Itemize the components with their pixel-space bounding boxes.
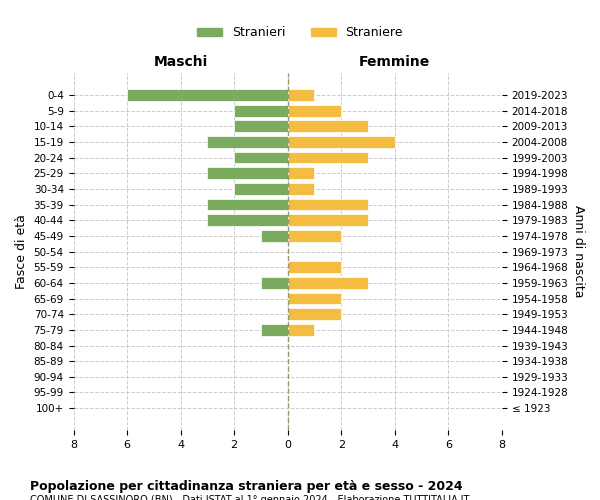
Bar (208, 136, 287, 148)
Text: Femmine: Femmine (359, 56, 430, 70)
Bar (287, 198, 368, 210)
Bar (287, 324, 314, 336)
Bar (234, 120, 287, 132)
Bar (287, 168, 314, 179)
Bar (287, 308, 341, 320)
Y-axis label: Anni di nascita: Anni di nascita (572, 206, 585, 298)
Bar (287, 292, 341, 304)
Bar (287, 230, 341, 242)
Bar (287, 120, 368, 132)
Bar (287, 214, 368, 226)
Bar (261, 324, 287, 336)
Bar (287, 183, 314, 195)
Bar (287, 105, 341, 117)
Bar (127, 89, 287, 101)
Text: Popolazione per cittadinanza straniera per età e sesso - 2024: Popolazione per cittadinanza straniera p… (30, 480, 463, 493)
Text: Maschi: Maschi (154, 56, 208, 70)
Bar (208, 198, 287, 210)
Bar (208, 168, 287, 179)
Text: COMUNE DI SASSINORO (BN) - Dati ISTAT al 1° gennaio 2024 - Elaborazione TUTTITAL: COMUNE DI SASSINORO (BN) - Dati ISTAT al… (30, 495, 469, 500)
Bar (261, 277, 287, 289)
Legend: Stranieri, Straniere: Stranieri, Straniere (192, 21, 408, 44)
Bar (234, 183, 287, 195)
Bar (208, 214, 287, 226)
Bar (234, 105, 287, 117)
Bar (234, 152, 287, 164)
Y-axis label: Fasce di età: Fasce di età (15, 214, 28, 289)
Bar (287, 277, 368, 289)
Bar (261, 230, 287, 242)
Bar (287, 89, 314, 101)
Bar (287, 136, 395, 148)
Bar (287, 152, 368, 164)
Bar (287, 262, 341, 273)
